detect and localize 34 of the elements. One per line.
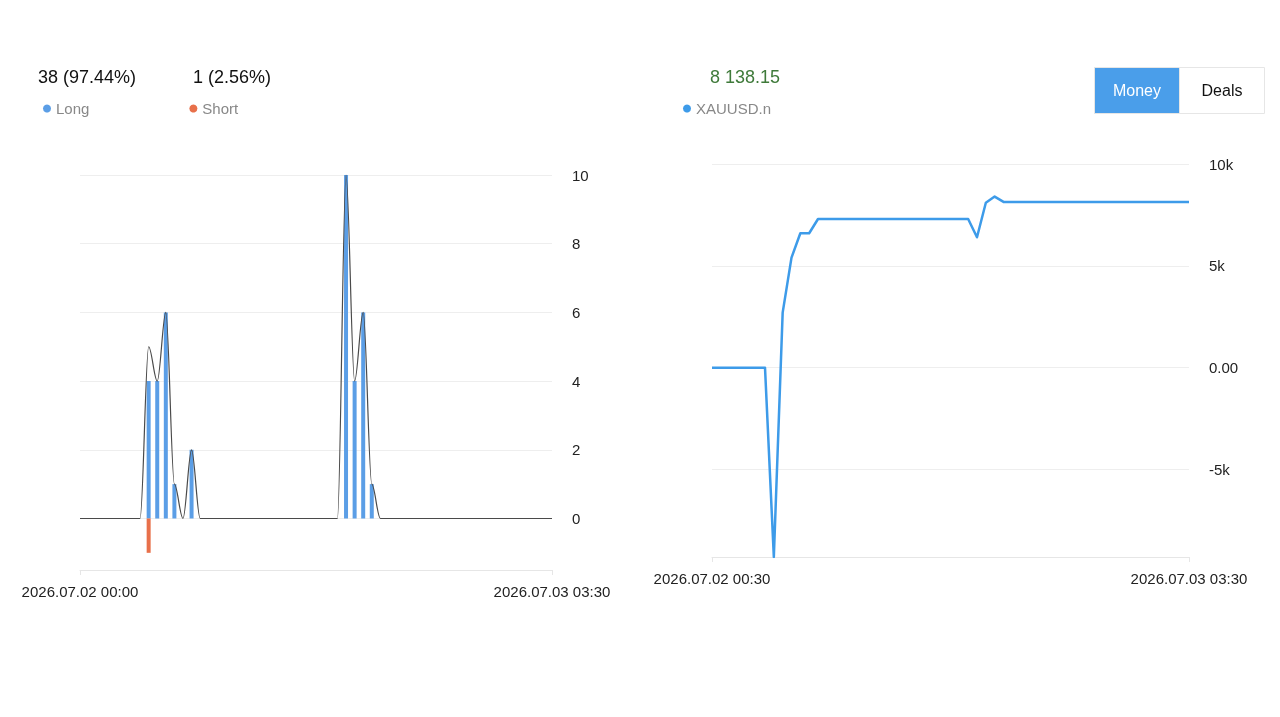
- y-tick-label: 10: [572, 166, 589, 184]
- bar: [146, 518, 151, 553]
- x-tick-label: 2026.07.03 03:30: [1130, 570, 1248, 587]
- text: Money: [1112, 82, 1162, 99]
- bar: [172, 484, 177, 519]
- y-tick-label: -5k: [1209, 460, 1231, 478]
- x-tick-label: 2026.07.02 00:30: [653, 570, 771, 587]
- x-tick-label: 2026.07.02 00:00: [21, 583, 139, 600]
- y-tick-label: 2: [572, 441, 581, 459]
- bar: [146, 381, 151, 519]
- bar: [163, 312, 168, 519]
- y-tick-label: 10k: [1209, 155, 1234, 173]
- y-tick-label: 0: [572, 509, 581, 527]
- text: 8 138.15: [710, 67, 781, 87]
- x-tick-label: 2026.07.03 03:30: [493, 583, 611, 600]
- y-tick-label: 4: [572, 372, 581, 390]
- y-tick-label: 5k: [1209, 257, 1226, 275]
- y-tick-label: 8: [572, 235, 581, 253]
- bar: [189, 449, 194, 519]
- y-tick-label: 6: [572, 303, 581, 321]
- bar: [361, 312, 366, 519]
- bar: [369, 484, 374, 519]
- bar: [155, 381, 160, 519]
- line-series: [710, 195, 1191, 559]
- bar: [352, 381, 357, 519]
- legend-label: XAUUSD.n: [696, 100, 772, 117]
- line-series: [79, 174, 553, 520]
- y-tick-label: 0.00: [1209, 359, 1239, 377]
- text: 38 (97.44%): [38, 67, 137, 87]
- text: Deals: [1201, 82, 1243, 99]
- bar: [344, 175, 349, 519]
- text: 1 (2.56%): [193, 67, 272, 87]
- legend-label: Long: [56, 100, 90, 117]
- legend-label: Short: [202, 100, 240, 117]
